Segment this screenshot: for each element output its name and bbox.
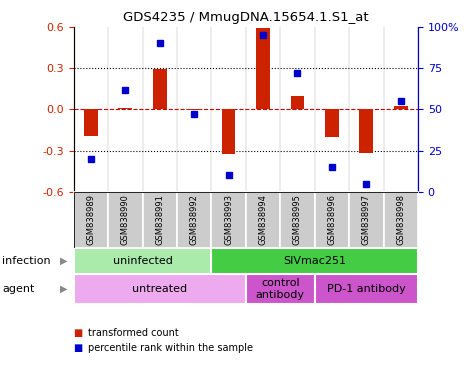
- Text: GSM838994: GSM838994: [258, 194, 267, 245]
- Text: transformed count: transformed count: [88, 328, 179, 338]
- Bar: [291, 96, 304, 109]
- Text: ▶: ▶: [60, 256, 68, 266]
- Text: GSM838996: GSM838996: [327, 194, 336, 245]
- Bar: [325, 109, 339, 137]
- Bar: [360, 109, 373, 154]
- Bar: [74, 248, 211, 274]
- Bar: [314, 274, 418, 304]
- Bar: [74, 274, 246, 304]
- Text: GSM838990: GSM838990: [121, 194, 130, 245]
- Bar: [177, 192, 211, 248]
- Bar: [118, 108, 132, 109]
- Bar: [222, 109, 236, 154]
- Text: ■: ■: [74, 343, 83, 353]
- Text: GSM838992: GSM838992: [190, 194, 199, 245]
- Bar: [256, 28, 270, 109]
- Text: control
antibody: control antibody: [256, 278, 305, 300]
- Bar: [74, 192, 108, 248]
- Bar: [211, 248, 418, 274]
- Bar: [314, 192, 349, 248]
- Text: ▶: ▶: [60, 284, 68, 294]
- Bar: [394, 106, 408, 109]
- Title: GDS4235 / MmugDNA.15654.1.S1_at: GDS4235 / MmugDNA.15654.1.S1_at: [123, 11, 369, 24]
- Bar: [108, 192, 142, 248]
- Bar: [349, 192, 384, 248]
- Text: PD-1 antibody: PD-1 antibody: [327, 284, 406, 294]
- Bar: [153, 69, 167, 109]
- Bar: [280, 192, 314, 248]
- Bar: [211, 192, 246, 248]
- Text: GSM838997: GSM838997: [362, 194, 371, 245]
- Text: GSM838995: GSM838995: [293, 194, 302, 245]
- Text: GSM838991: GSM838991: [155, 194, 164, 245]
- Text: percentile rank within the sample: percentile rank within the sample: [88, 343, 253, 353]
- Bar: [142, 192, 177, 248]
- Text: uninfected: uninfected: [113, 256, 172, 266]
- Text: ■: ■: [74, 328, 83, 338]
- Text: untreated: untreated: [132, 284, 187, 294]
- Bar: [246, 192, 280, 248]
- Text: GSM838989: GSM838989: [86, 194, 95, 245]
- Text: infection: infection: [2, 256, 51, 266]
- Bar: [187, 109, 201, 110]
- Text: agent: agent: [2, 284, 35, 294]
- Text: GSM838998: GSM838998: [396, 194, 405, 245]
- Bar: [84, 109, 98, 136]
- Bar: [384, 192, 418, 248]
- Bar: [246, 274, 314, 304]
- Text: GSM838993: GSM838993: [224, 194, 233, 245]
- Text: SIVmac251: SIVmac251: [283, 256, 346, 266]
